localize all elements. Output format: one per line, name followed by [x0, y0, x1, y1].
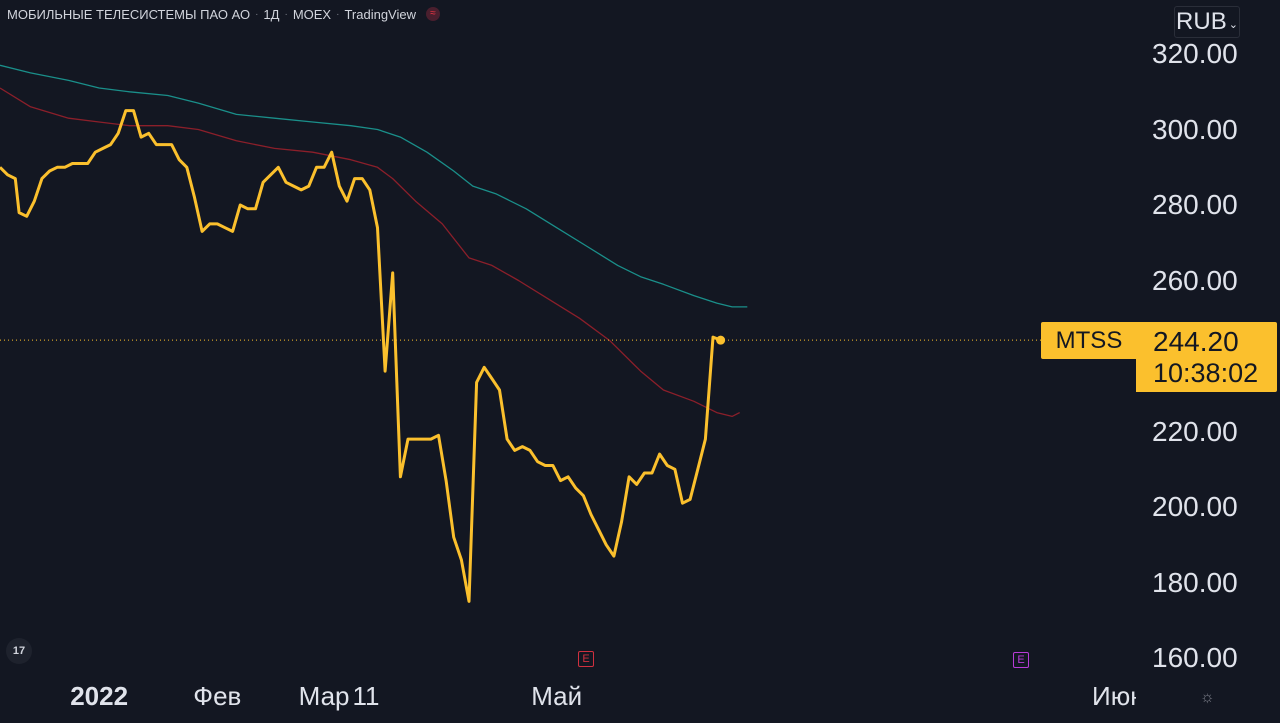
y-tick-label: 280.00	[1152, 189, 1238, 220]
series-line-price[interactable]	[0, 109, 722, 603]
plot-svg[interactable]	[0, 0, 1136, 680]
last-price-label: 244.20 10:38:02	[1136, 322, 1277, 392]
series-lines	[0, 64, 748, 603]
x-tick-label: Мар	[298, 681, 350, 711]
y-tick-label: 220.00	[1152, 415, 1238, 447]
x-tick-label: Май	[531, 681, 583, 711]
source-label: TradingView	[344, 6, 416, 22]
chart-header: МОБИЛЬНЫЕ ТЕЛЕСИСТЕМЫ ПАО АО · 1Д · MOEX…	[7, 6, 440, 22]
x-tick-label: Фев	[193, 681, 242, 711]
currency-label: RUB	[1176, 8, 1227, 35]
x-tick-label: 11	[352, 681, 380, 711]
y-tick-label: 200.00	[1152, 491, 1238, 522]
y-tick-label: 260.00	[1152, 264, 1238, 296]
separator-dot: ·	[336, 8, 340, 20]
series-line-ma_slow[interactable]	[0, 64, 748, 308]
last-price-value: 244.20	[1153, 326, 1239, 357]
separator-dot: ·	[255, 8, 259, 20]
earnings-event-icon[interactable]: E	[1013, 652, 1029, 668]
x-tick-label: Июн	[1092, 682, 1136, 710]
symbol-name[interactable]: МОБИЛЬНЫЕ ТЕЛЕСИСТЕМЫ ПАО АО	[7, 6, 251, 22]
y-tick-label: 180.00	[1152, 566, 1238, 598]
currency-selector[interactable]: RUB ⌄	[1174, 6, 1240, 38]
interval-label[interactable]: 1Д	[263, 6, 280, 22]
tradingview-logo-icon[interactable]: 17	[6, 638, 32, 664]
x-tick-label: 2022	[70, 681, 129, 711]
series-line-ma_fast[interactable]	[0, 87, 740, 418]
y-tick-label: 300.00	[1152, 113, 1238, 145]
separator-dot: ·	[284, 8, 288, 20]
last-price-point	[716, 335, 726, 345]
y-tick-label: 320.00	[1152, 38, 1238, 69]
symbol-ticker: MTSS	[1055, 326, 1123, 354]
wave-icon[interactable]: ≈	[426, 7, 440, 21]
chevron-down-icon: ⌄	[1228, 18, 1238, 31]
y-tick-label: 160.00	[1152, 642, 1238, 673]
bar-countdown: 10:38:02	[1153, 358, 1259, 388]
earnings-event-icon[interactable]: E	[578, 651, 594, 667]
settings-sun-icon[interactable]: ☼	[1200, 689, 1215, 706]
exchange-label: MOEX	[292, 6, 332, 22]
symbol-price-tag: MTSS	[1041, 322, 1137, 359]
